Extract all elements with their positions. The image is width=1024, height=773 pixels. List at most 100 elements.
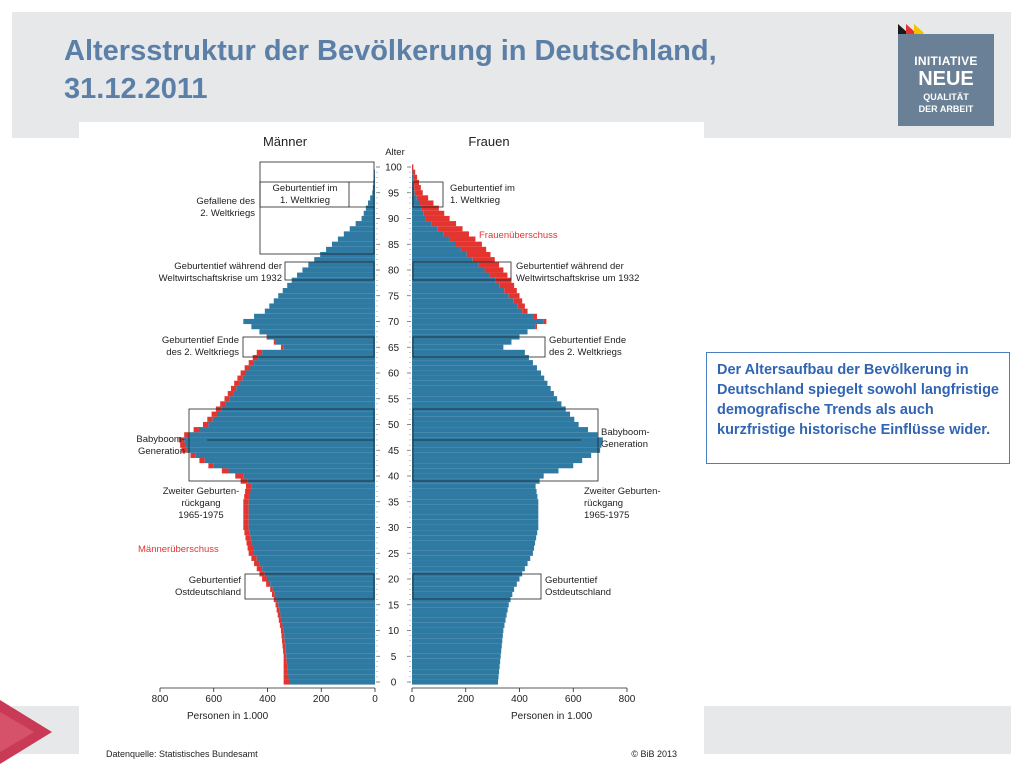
annotation-label: Babyboom- xyxy=(601,427,650,438)
bar-women xyxy=(412,396,558,402)
bar-men-surplus xyxy=(244,530,250,536)
bar-men xyxy=(368,200,375,206)
bar-men-surplus xyxy=(281,633,285,639)
bar-women xyxy=(412,380,548,386)
bar-men xyxy=(213,463,375,469)
bar-women xyxy=(412,231,444,237)
bar-women xyxy=(412,494,538,500)
annotation-label: des 2. Weltkriegs xyxy=(166,347,239,358)
bar-men-surplus xyxy=(251,555,257,561)
bar-men xyxy=(246,370,375,376)
bar-men-surplus xyxy=(245,488,251,495)
bar-men-surplus xyxy=(262,576,268,582)
bar-men-surplus xyxy=(283,679,289,685)
bar-men-surplus xyxy=(283,663,288,670)
decorative-triangle-icon xyxy=(0,700,52,764)
bar-women xyxy=(412,540,536,546)
age-tick-label: 20 xyxy=(388,575,400,586)
bar-men xyxy=(251,324,375,330)
bar-men-surplus xyxy=(278,617,282,623)
bar-women-surplus xyxy=(535,324,537,330)
bar-women xyxy=(412,617,506,623)
bar-men-surplus xyxy=(243,524,249,531)
bar-men xyxy=(254,313,375,319)
bar-men-surplus xyxy=(180,442,186,448)
bar-women xyxy=(412,597,511,603)
logo-line-4: DER ARBEIT xyxy=(918,104,974,114)
bar-men xyxy=(273,298,375,304)
bar-men xyxy=(363,210,375,216)
bar-women xyxy=(412,226,438,232)
annotation-label: Babyboom- xyxy=(136,434,185,445)
annotation-label: Generation xyxy=(601,439,648,450)
bar-men xyxy=(216,411,375,417)
bar-women-surplus xyxy=(472,257,495,263)
x-unit-right: Personen in 1.000 xyxy=(511,711,593,722)
logo-line-1: INITIATIVE xyxy=(914,54,978,68)
age-tick-label: 30 xyxy=(388,523,400,534)
bar-men xyxy=(284,633,375,639)
bar-women xyxy=(412,581,517,587)
annotation-label: 2. Weltkriegs xyxy=(200,208,255,219)
bar-women xyxy=(412,385,551,392)
bar-women xyxy=(412,288,505,294)
bar-men-surplus xyxy=(221,468,229,474)
age-tick-label: 100 xyxy=(385,163,402,174)
bar-men xyxy=(204,457,375,464)
bar-men xyxy=(248,519,375,525)
bar-women-surplus xyxy=(478,262,500,268)
bar-men-surplus xyxy=(243,499,249,505)
annotation-label: Gefallene des xyxy=(196,196,255,207)
bar-women-surplus xyxy=(513,298,523,304)
bar-women xyxy=(412,174,414,180)
age-tick-label: 55 xyxy=(388,394,400,405)
bar-women xyxy=(412,524,539,531)
bar-men xyxy=(236,385,375,392)
annotation-box xyxy=(188,408,375,482)
x-tick-label-right: 200 xyxy=(457,694,474,705)
bar-women xyxy=(412,468,559,474)
bar-women xyxy=(412,535,537,541)
bar-women xyxy=(412,607,508,613)
bar-men xyxy=(212,416,375,422)
age-tick-label: 45 xyxy=(388,446,400,457)
bar-women-surplus xyxy=(517,303,525,309)
bar-women xyxy=(412,246,461,252)
annotation-label: Zweiter Geburten- xyxy=(163,486,240,497)
bar-men xyxy=(278,293,375,299)
bar-men xyxy=(250,535,375,541)
bar-women xyxy=(412,375,545,381)
bar-women xyxy=(412,447,601,453)
age-tick-label: 40 xyxy=(388,472,400,483)
bar-men-surplus xyxy=(277,612,281,618)
age-axis-title: Alter xyxy=(385,147,405,158)
bar-men-surplus xyxy=(252,354,259,361)
bar-men-surplus xyxy=(199,457,205,464)
bar-men xyxy=(195,452,375,458)
bar-women-surplus xyxy=(414,190,423,196)
annotation-label: Geburtentief während der xyxy=(174,261,282,272)
bar-women xyxy=(412,473,544,479)
bar-men xyxy=(249,494,375,500)
bar-men xyxy=(258,354,375,361)
bar-men xyxy=(259,560,375,567)
bar-women xyxy=(412,210,424,216)
bar-men xyxy=(262,349,375,355)
bar-men-surplus xyxy=(283,653,287,659)
bar-women xyxy=(412,555,531,561)
bar-men xyxy=(276,597,375,603)
bar-women xyxy=(412,586,515,592)
bar-women xyxy=(412,339,512,345)
bar-women xyxy=(412,365,537,371)
annotation-label: rückgang xyxy=(584,498,623,509)
x-tick-label-right: 600 xyxy=(565,694,582,705)
bar-men xyxy=(264,308,375,314)
bar-men xyxy=(283,344,375,350)
bar-men-surplus xyxy=(266,581,271,587)
bar-women-surplus xyxy=(421,205,439,211)
bar-men-surplus xyxy=(245,535,251,541)
bar-women-surplus xyxy=(425,215,450,222)
age-tick-label: 95 xyxy=(388,188,400,199)
bar-women-surplus xyxy=(532,313,537,319)
bar-men xyxy=(189,432,375,438)
